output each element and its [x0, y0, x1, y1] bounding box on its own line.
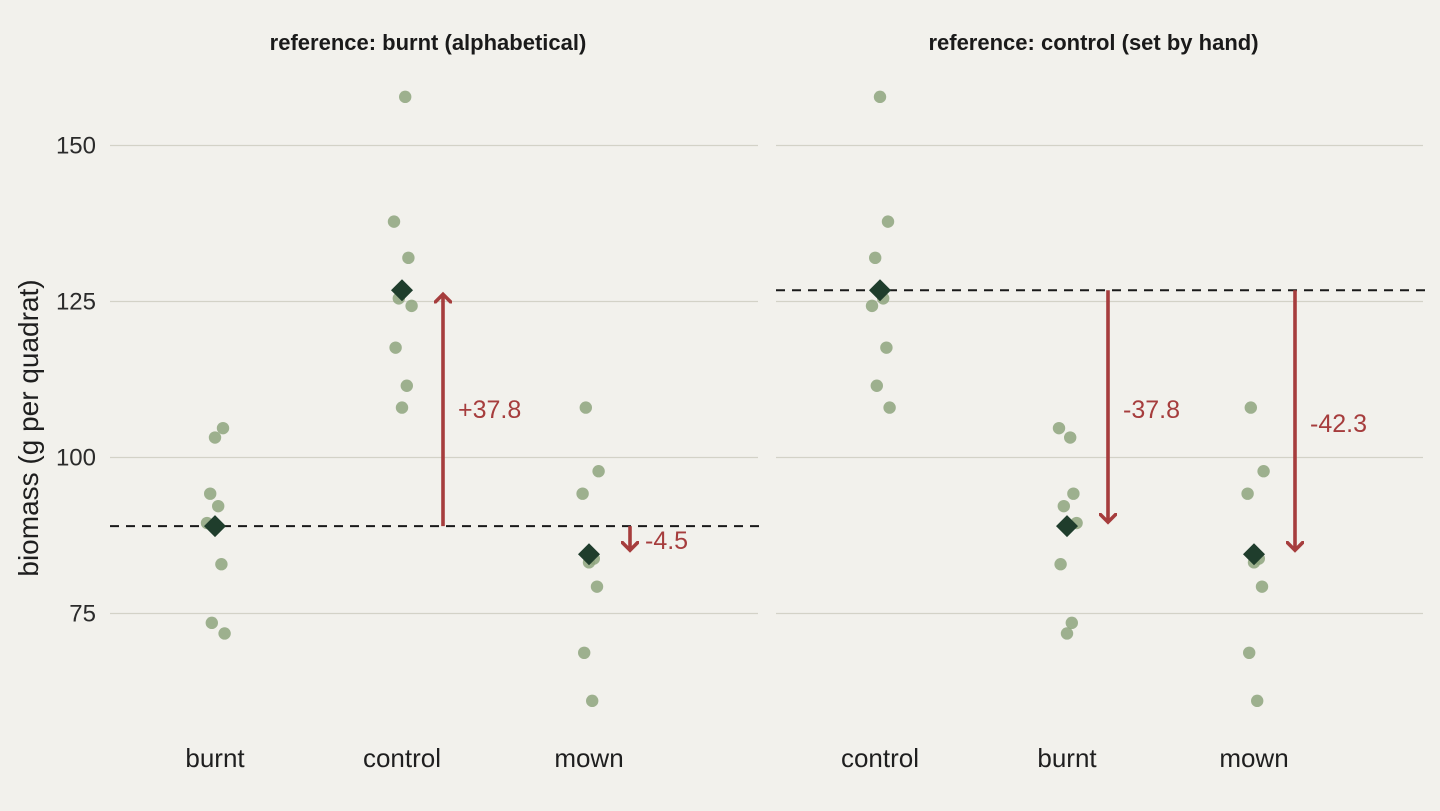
x-category-label: control [363, 743, 441, 773]
data-point-control [395, 401, 409, 414]
x-category-label: mown [1219, 743, 1288, 773]
y-tick-label: 150 [56, 133, 96, 160]
data-point-control [883, 401, 896, 414]
panel-title: reference: burnt (alphabetical) [270, 30, 587, 55]
data-point-control [865, 299, 879, 313]
data-point-burnt [215, 558, 228, 571]
data-point-burnt [212, 499, 225, 513]
mean-marker-control [391, 279, 413, 302]
x-category-label: burnt [185, 743, 245, 773]
data-point-mown [1251, 694, 1264, 708]
data-point-control [399, 90, 412, 104]
difference-label: -42.3 [1310, 410, 1367, 438]
y-tick-label: 75 [69, 601, 96, 628]
data-point-burnt [1067, 487, 1080, 500]
mean-marker-control [869, 279, 891, 302]
data-point-control [869, 251, 882, 265]
data-point-control [402, 251, 415, 265]
data-point-mown [590, 580, 604, 593]
data-point-mown [1255, 580, 1269, 593]
data-point-mown [578, 646, 591, 660]
panel-2: reference: control (set by hand) control b… [776, 30, 1425, 773]
data-point-control [873, 90, 887, 104]
x-category-label: burnt [1037, 743, 1097, 773]
data-point-control [400, 379, 413, 392]
mean-marker-mown [578, 543, 600, 566]
data-point-mown [1241, 487, 1254, 500]
difference-label: -37.8 [1123, 396, 1180, 424]
difference-label: +37.8 [458, 396, 521, 424]
data-point-burnt [216, 421, 230, 435]
data-point-control [881, 215, 895, 228]
y-axis-title: biomass (g per quadrat) [13, 279, 44, 576]
data-point-mown [592, 465, 605, 478]
panel-1: reference: burnt (alphabetical) burnt cont… [110, 30, 760, 773]
data-point-burnt [1052, 421, 1066, 435]
data-point-burnt [205, 616, 218, 630]
data-point-burnt [1054, 558, 1067, 571]
data-point-control [870, 379, 883, 392]
data-point-mown [1243, 646, 1256, 660]
data-point-control [880, 341, 893, 354]
panel-title: reference: control (set by hand) [928, 30, 1258, 55]
x-category-label: mown [554, 743, 623, 773]
data-point-control [389, 341, 402, 354]
mean-marker-burnt [1056, 515, 1078, 538]
data-point-control [405, 299, 418, 313]
data-point-mown [579, 401, 592, 414]
data-point-burnt [1064, 431, 1077, 444]
data-point-mown [1257, 465, 1270, 478]
data-point-burnt [1065, 616, 1079, 630]
data-point-mown [576, 487, 589, 500]
data-point-burnt [1060, 627, 1074, 640]
data-point-mown [586, 694, 599, 708]
mean-marker-mown [1243, 543, 1265, 566]
y-tick-label: 100 [56, 445, 96, 472]
y-tick-label: 125 [56, 289, 96, 316]
data-point-burnt [218, 627, 231, 640]
data-point-mown [1244, 401, 1258, 414]
data-point-burnt [204, 487, 217, 500]
data-point-burnt [1057, 499, 1071, 513]
mean-marker-burnt [204, 515, 226, 538]
data-point-control [387, 215, 401, 228]
data-point-burnt [208, 431, 222, 444]
difference-label: -4.5 [645, 527, 688, 555]
x-category-label: control [841, 743, 919, 773]
